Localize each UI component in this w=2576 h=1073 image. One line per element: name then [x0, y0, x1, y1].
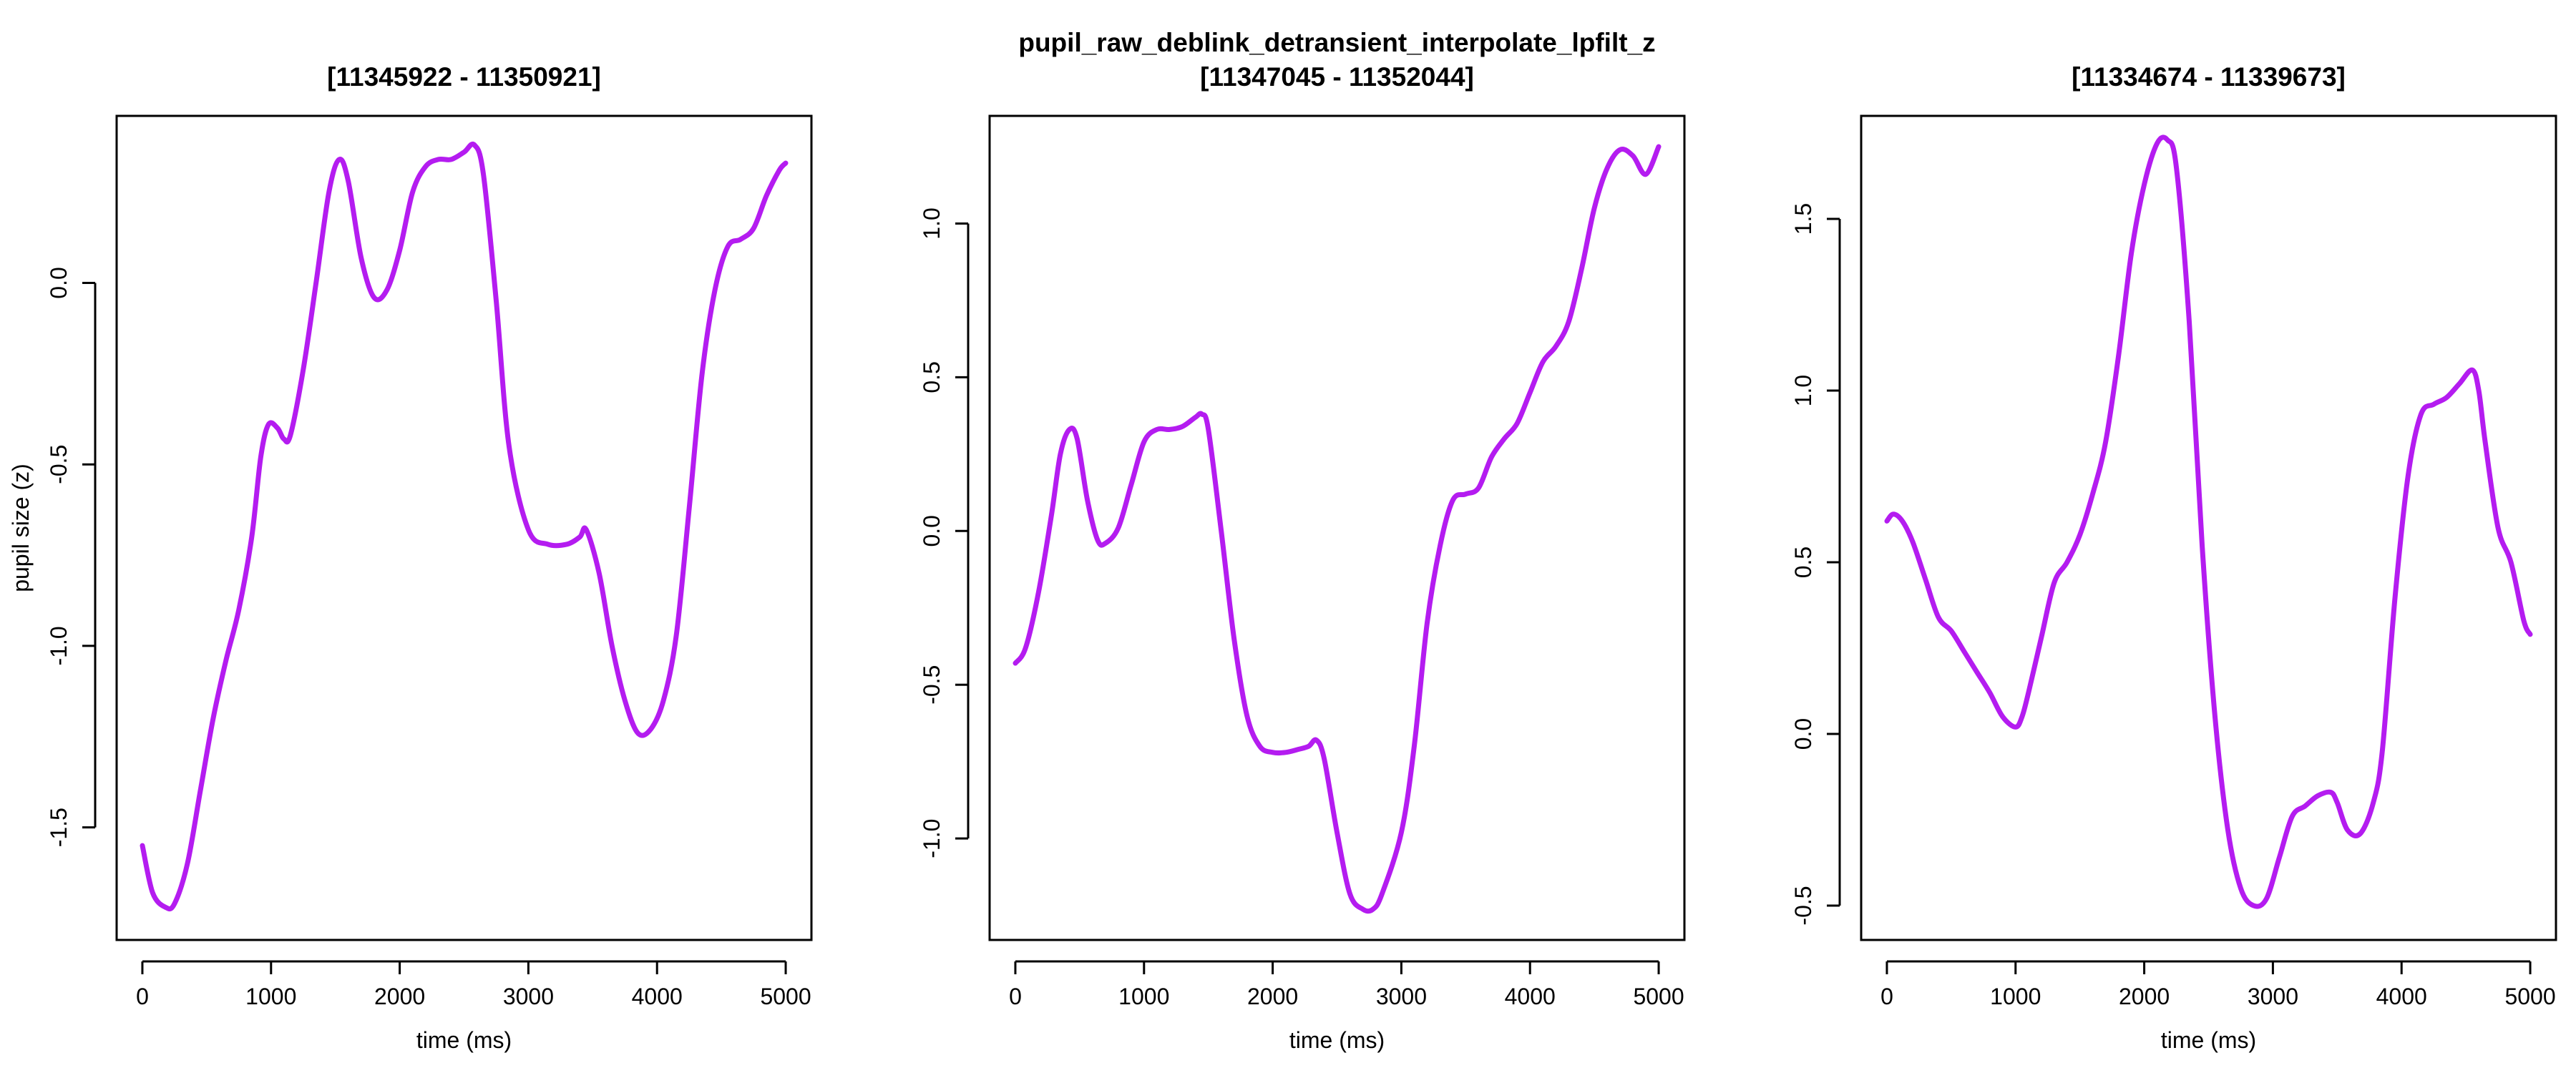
panel-title: [11345922 - 11350921] [327, 62, 601, 92]
y-tick-label: -1.5 [46, 808, 72, 847]
x-tick-label: 2000 [374, 984, 425, 1009]
x-tick-label: 2000 [2119, 984, 2170, 1009]
y-tick-label: -0.5 [46, 445, 72, 484]
chart-panel-3: [11334674 - 11339673] 0 1000 2000 3000 4000 50… [1790, 62, 2557, 1053]
x-tick-label: 5000 [2504, 984, 2555, 1009]
x-tick-label: 4000 [2376, 984, 2427, 1009]
x-tick-label: 3000 [1376, 984, 1427, 1009]
plot-frame [115, 114, 813, 941]
panel-title: [11334674 - 11339673] [2072, 62, 2346, 92]
chart-panels: [11345922 - 11350921] 0 1000 2000 3000 4000 50… [8, 62, 2557, 1053]
figure-suptitle: pupil_raw_deblink_detransient_interpolat… [1018, 28, 1655, 57]
y-tick-label: 1.0 [1790, 375, 1816, 406]
series-line-1 [1884, 134, 2533, 909]
x-tick-label: 1000 [1990, 984, 2041, 1009]
x-tick-label: 5000 [1633, 984, 1684, 1009]
x-tick-label: 5000 [760, 984, 811, 1009]
y-tick-label: 1.0 [919, 207, 945, 239]
series-line-1 [140, 141, 789, 912]
plot-frame [988, 114, 1686, 941]
y-tick-label: 0.5 [1790, 547, 1816, 578]
x-axis-label: time (ms) [416, 1027, 512, 1053]
y-tick-label: 0.0 [1790, 718, 1816, 750]
x-tick-label: 3000 [503, 984, 554, 1009]
x-tick-label: 0 [1009, 984, 1022, 1009]
x-tick-label: 1000 [1118, 984, 1169, 1009]
plot-frame [1860, 114, 2557, 941]
y-tick-label: 1.5 [1790, 203, 1816, 235]
y-tick-label: -1.0 [919, 819, 945, 858]
y-axis-label: pupil size (z) [8, 464, 34, 592]
series-line-1 [1013, 144, 1662, 914]
x-axis-label: time (ms) [1289, 1027, 1385, 1053]
y-tick-label: -1.0 [46, 626, 72, 665]
y-tick-label: -0.5 [1790, 886, 1816, 925]
chart-panel-1: [11345922 - 11350921] 0 1000 2000 3000 4000 50… [8, 62, 813, 1053]
x-axis-label: time (ms) [2161, 1027, 2256, 1053]
x-tick-label: 2000 [1247, 984, 1298, 1009]
panel-title: [11347045 - 11352044] [1200, 62, 1474, 92]
x-tick-label: 4000 [1505, 984, 1556, 1009]
y-tick-label: 0.5 [919, 361, 945, 393]
x-tick-label: 0 [1880, 984, 1893, 1009]
chart-panel-2: [11347045 - 11352044] 0 1000 2000 3000 4000 50… [919, 62, 1686, 1053]
x-tick-label: 4000 [632, 984, 683, 1009]
y-tick-label: -0.5 [919, 665, 945, 705]
y-tick-label: 0.0 [46, 267, 72, 298]
x-tick-label: 0 [136, 984, 149, 1009]
x-tick-label: 1000 [245, 984, 296, 1009]
y-tick-label: 0.0 [919, 515, 945, 547]
x-tick-label: 3000 [2248, 984, 2298, 1009]
